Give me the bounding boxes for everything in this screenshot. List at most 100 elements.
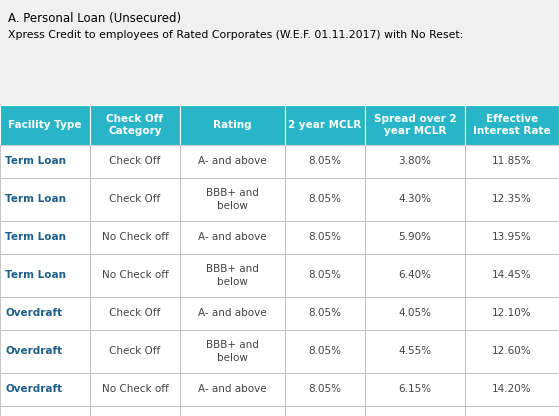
Text: 13.95%: 13.95% xyxy=(492,233,532,243)
Text: BBB+ and
below: BBB+ and below xyxy=(206,188,259,210)
Text: Check Off: Check Off xyxy=(110,347,160,357)
Bar xyxy=(465,330,559,373)
Bar xyxy=(90,178,180,221)
Text: 8.05%: 8.05% xyxy=(309,270,342,280)
Text: 6.15%: 6.15% xyxy=(399,384,432,394)
Text: Effective
Interest Rate: Effective Interest Rate xyxy=(473,114,551,136)
Text: Term Loan: Term Loan xyxy=(5,233,66,243)
Bar xyxy=(0,145,90,178)
Bar xyxy=(365,330,465,373)
Text: No Check off: No Check off xyxy=(102,270,168,280)
Bar xyxy=(465,254,559,297)
Bar xyxy=(90,254,180,297)
Bar xyxy=(90,406,180,416)
Bar xyxy=(285,105,365,145)
Bar xyxy=(365,254,465,297)
Bar xyxy=(0,178,90,221)
Bar xyxy=(0,105,90,145)
Bar xyxy=(465,297,559,330)
Text: 5.90%: 5.90% xyxy=(399,233,432,243)
Text: A- and above: A- and above xyxy=(198,384,267,394)
Bar xyxy=(0,406,90,416)
Text: 4.30%: 4.30% xyxy=(399,195,432,205)
Text: 12.10%: 12.10% xyxy=(492,309,532,319)
Text: Facility Type: Facility Type xyxy=(8,120,82,130)
Text: 8.05%: 8.05% xyxy=(309,233,342,243)
Bar xyxy=(365,105,465,145)
Bar xyxy=(365,373,465,406)
Bar xyxy=(180,145,285,178)
Bar xyxy=(180,330,285,373)
Bar xyxy=(0,221,90,254)
Bar xyxy=(0,254,90,297)
Bar xyxy=(465,145,559,178)
Text: A- and above: A- and above xyxy=(198,156,267,166)
Text: 8.05%: 8.05% xyxy=(309,156,342,166)
Bar xyxy=(365,178,465,221)
Bar xyxy=(365,297,465,330)
Text: 8.05%: 8.05% xyxy=(309,384,342,394)
Bar xyxy=(0,373,90,406)
Bar xyxy=(180,254,285,297)
Text: 11.85%: 11.85% xyxy=(492,156,532,166)
Text: 2 year MCLR: 2 year MCLR xyxy=(288,120,362,130)
Text: Rating: Rating xyxy=(213,120,252,130)
Text: Overdraft: Overdraft xyxy=(5,309,62,319)
Text: A. Personal Loan (Unsecured): A. Personal Loan (Unsecured) xyxy=(8,12,181,25)
Text: 8.05%: 8.05% xyxy=(309,309,342,319)
Text: Term Loan: Term Loan xyxy=(5,156,66,166)
Bar xyxy=(285,297,365,330)
Text: Check Off: Check Off xyxy=(110,156,160,166)
Text: Term Loan: Term Loan xyxy=(5,270,66,280)
Bar xyxy=(365,221,465,254)
Bar xyxy=(0,297,90,330)
Text: Check Off
Category: Check Off Category xyxy=(107,114,163,136)
Bar xyxy=(465,178,559,221)
Bar xyxy=(285,254,365,297)
Bar xyxy=(90,145,180,178)
Text: 6.40%: 6.40% xyxy=(399,270,432,280)
Text: A- and above: A- and above xyxy=(198,309,267,319)
Text: Spread over 2
year MCLR: Spread over 2 year MCLR xyxy=(373,114,456,136)
Bar xyxy=(180,373,285,406)
Text: Term Loan: Term Loan xyxy=(5,195,66,205)
Text: 8.05%: 8.05% xyxy=(309,195,342,205)
Bar xyxy=(285,145,365,178)
Text: 14.45%: 14.45% xyxy=(492,270,532,280)
Text: Xpress Credit to employees of Rated Corporates (W.E.F. 01.11.2017) with No Reset: Xpress Credit to employees of Rated Corp… xyxy=(8,30,463,40)
Text: 14.20%: 14.20% xyxy=(492,384,532,394)
Text: BBB+ and
below: BBB+ and below xyxy=(206,340,259,363)
Text: A- and above: A- and above xyxy=(198,233,267,243)
Bar xyxy=(285,221,365,254)
Text: Check Off: Check Off xyxy=(110,309,160,319)
Bar xyxy=(90,221,180,254)
Bar xyxy=(465,221,559,254)
Bar xyxy=(285,330,365,373)
Bar xyxy=(465,373,559,406)
Bar xyxy=(90,330,180,373)
Text: Overdraft: Overdraft xyxy=(5,384,62,394)
Bar xyxy=(365,145,465,178)
Bar xyxy=(90,105,180,145)
Bar xyxy=(180,178,285,221)
Text: Check Off: Check Off xyxy=(110,195,160,205)
Text: 12.35%: 12.35% xyxy=(492,195,532,205)
Bar xyxy=(285,178,365,221)
Text: BBB+ and
below: BBB+ and below xyxy=(206,264,259,287)
Text: 4.55%: 4.55% xyxy=(399,347,432,357)
Text: 12.60%: 12.60% xyxy=(492,347,532,357)
Text: 8.05%: 8.05% xyxy=(309,347,342,357)
Bar xyxy=(180,406,285,416)
Text: Overdraft: Overdraft xyxy=(5,347,62,357)
Bar xyxy=(90,297,180,330)
Bar xyxy=(285,373,365,406)
Bar xyxy=(90,373,180,406)
Bar xyxy=(365,406,465,416)
Bar xyxy=(0,330,90,373)
Bar xyxy=(465,105,559,145)
Text: No Check off: No Check off xyxy=(102,384,168,394)
Bar xyxy=(465,406,559,416)
Bar xyxy=(180,221,285,254)
Bar xyxy=(180,297,285,330)
Text: No Check off: No Check off xyxy=(102,233,168,243)
